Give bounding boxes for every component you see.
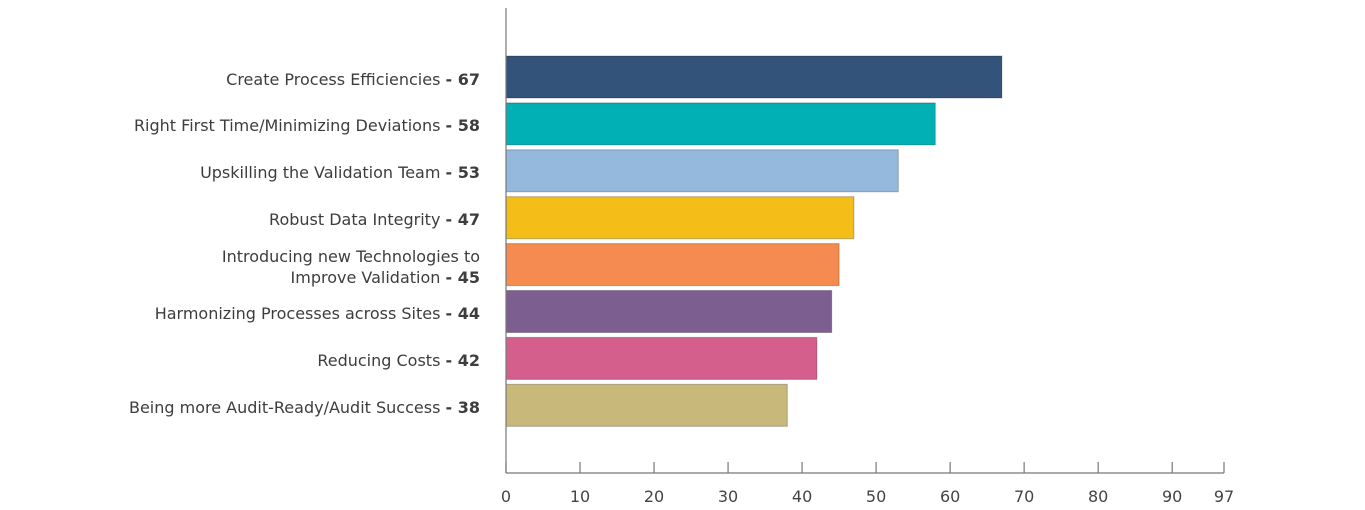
category-label-5: Introducing new Technologies to Improve V… xyxy=(60,246,480,288)
x-tick-label-30: 30 xyxy=(718,487,738,506)
category-value-label: - 47 xyxy=(445,210,480,230)
category-label-line: Right First Time/Minimizing Deviations -… xyxy=(60,115,480,136)
category-label-4: Robust Data Integrity - 47 xyxy=(60,209,480,230)
x-tick-label-70: 70 xyxy=(1014,487,1034,506)
category-value-label: - 42 xyxy=(445,350,480,370)
category-label-text: Create Process Efficiencies xyxy=(226,69,441,89)
category-label-7: Reducing Costs - 42 xyxy=(60,350,480,371)
x-ticks-group: 0 10 20 30 40 50 60 70 80 90 97 xyxy=(501,462,1234,506)
x-tick-label-97: 97 xyxy=(1214,487,1234,506)
bar-7 xyxy=(505,336,818,380)
x-tick-label-40: 40 xyxy=(792,487,812,506)
x-tick-label-90: 90 xyxy=(1162,487,1182,506)
bar-4 xyxy=(505,196,855,240)
category-label-8: Being more Audit-Ready/Audit Success - 3… xyxy=(60,397,480,418)
bars-group xyxy=(505,55,1003,427)
category-label-line: Reducing Costs - 42 xyxy=(60,350,480,371)
category-value-label: - 58 xyxy=(445,116,480,136)
bar-1 xyxy=(505,55,1003,99)
axes-group xyxy=(505,8,1224,474)
category-value-label: - 38 xyxy=(445,397,480,417)
x-tick-label-50: 50 xyxy=(866,487,886,506)
x-tick-label-60: 60 xyxy=(940,487,960,506)
category-label-text: Introducing new Technologies to xyxy=(221,246,480,266)
bar-5 xyxy=(505,243,840,287)
bar-3 xyxy=(505,149,899,193)
category-value-label: - 44 xyxy=(445,304,480,323)
category-label-text: Reducing Costs xyxy=(317,350,441,370)
category-label-6: Harmonizing Processes across Sites - 44 xyxy=(60,303,480,324)
category-label-line: Harmonizing Processes across Sites - 44 xyxy=(60,303,480,324)
category-label-text: Upskilling the Validation Team xyxy=(200,163,441,183)
bar-8 xyxy=(505,383,788,427)
category-label-line: Robust Data Integrity - 47 xyxy=(60,209,480,230)
category-label-line: Being more Audit-Ready/Audit Success - 3… xyxy=(60,397,480,418)
category-value-label: - 53 xyxy=(445,163,480,183)
category-label-2: Right First Time/Minimizing Deviations -… xyxy=(60,115,480,136)
category-label-line: Improve Validation - 45 xyxy=(60,267,480,288)
category-label-line: Introducing new Technologies to xyxy=(60,246,480,267)
x-tick-label-10: 10 xyxy=(570,487,590,506)
category-label-text: Right First Time/Minimizing Deviations xyxy=(133,116,441,136)
category-label-text: Robust Data Integrity xyxy=(269,210,441,230)
x-tick-label-20: 20 xyxy=(644,487,664,506)
bar-2 xyxy=(505,102,936,146)
category-label-text: Harmonizing Processes across Sites xyxy=(154,304,441,323)
bar-6 xyxy=(505,290,833,333)
x-tick-label-80: 80 xyxy=(1088,487,1108,506)
category-label-1: Create Process Efficiencies - 67 xyxy=(60,69,480,90)
category-label-3: Upskilling the Validation Team - 53 xyxy=(60,162,480,183)
category-value-label: - 67 xyxy=(445,69,480,89)
category-label-text: Being more Audit-Ready/Audit Success xyxy=(128,397,441,417)
x-tick-label-0: 0 xyxy=(501,487,511,506)
category-label-text: Improve Validation xyxy=(290,267,441,287)
category-label-line: Upskilling the Validation Team - 53 xyxy=(60,162,480,183)
category-label-line: Create Process Efficiencies - 67 xyxy=(60,69,480,90)
category-value-label: - 45 xyxy=(445,267,480,287)
